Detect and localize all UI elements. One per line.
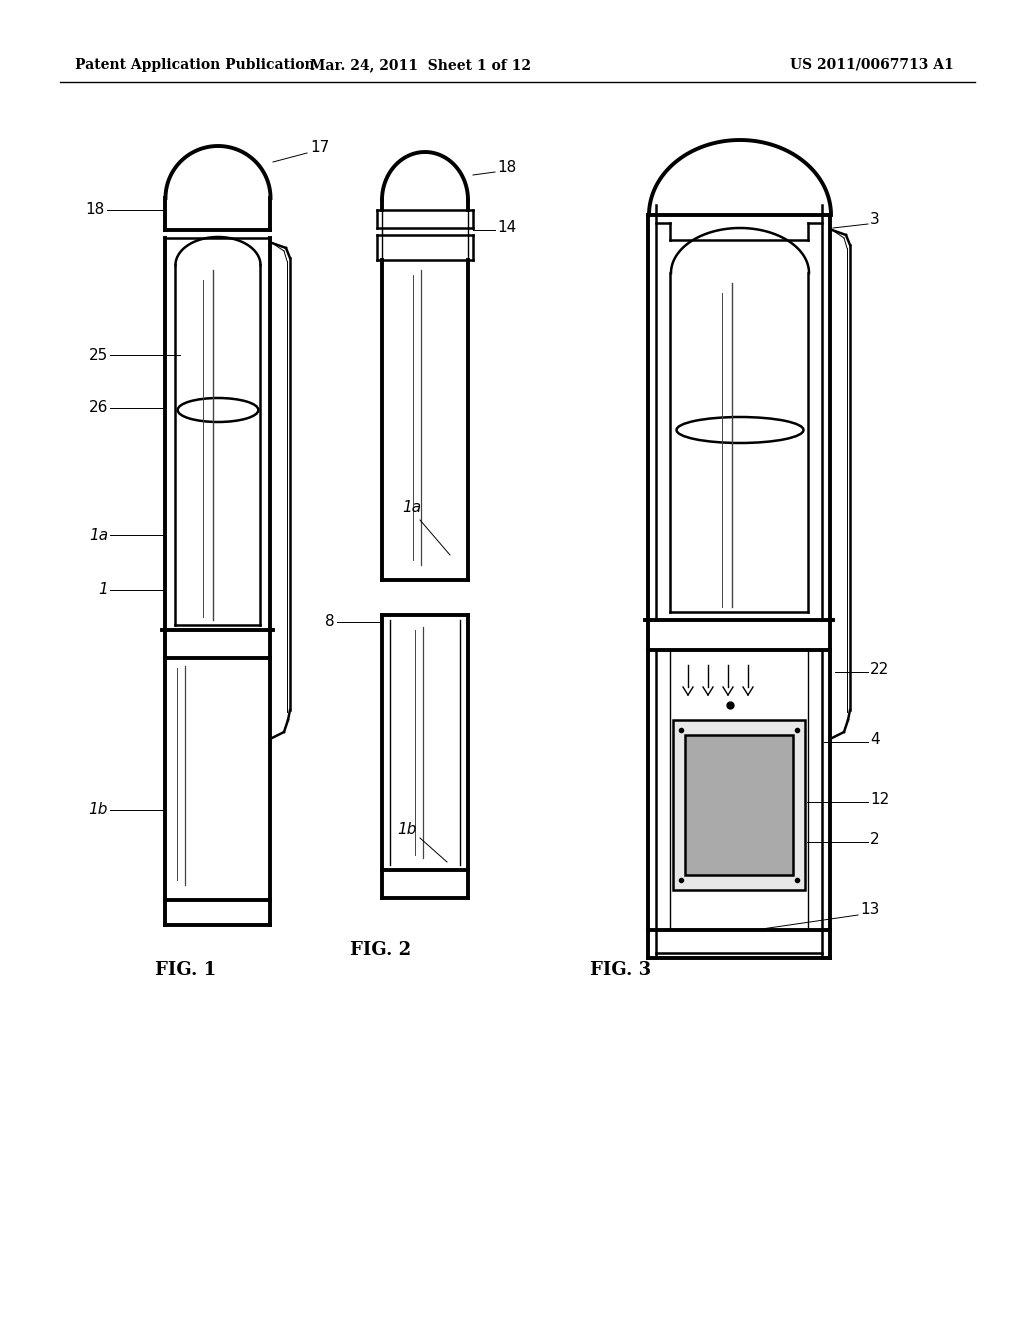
Text: 1a: 1a	[402, 500, 422, 516]
Text: 1b: 1b	[397, 822, 417, 837]
Text: 22: 22	[870, 663, 889, 677]
Text: 18: 18	[497, 161, 516, 176]
Text: FIG. 2: FIG. 2	[350, 941, 411, 960]
Text: 18: 18	[86, 202, 105, 218]
Text: 14: 14	[497, 220, 516, 235]
Text: 4: 4	[870, 733, 880, 747]
Text: 1: 1	[98, 582, 108, 598]
Text: Mar. 24, 2011  Sheet 1 of 12: Mar. 24, 2011 Sheet 1 of 12	[309, 58, 530, 73]
Text: 8: 8	[326, 615, 335, 630]
Text: 13: 13	[860, 903, 880, 917]
Text: 26: 26	[89, 400, 108, 416]
Text: Patent Application Publication: Patent Application Publication	[75, 58, 314, 73]
Text: 3: 3	[870, 213, 880, 227]
Text: 25: 25	[89, 347, 108, 363]
Text: US 2011/0067713 A1: US 2011/0067713 A1	[790, 58, 953, 73]
Bar	[673, 719, 805, 890]
Text: 1b: 1b	[89, 803, 108, 817]
Text: FIG. 1: FIG. 1	[155, 961, 216, 979]
Text: FIG. 3: FIG. 3	[590, 961, 651, 979]
Text: 1a: 1a	[89, 528, 108, 543]
Bar	[685, 735, 793, 875]
Text: 2: 2	[870, 833, 880, 847]
Text: 12: 12	[870, 792, 889, 808]
Text: 17: 17	[310, 140, 330, 156]
